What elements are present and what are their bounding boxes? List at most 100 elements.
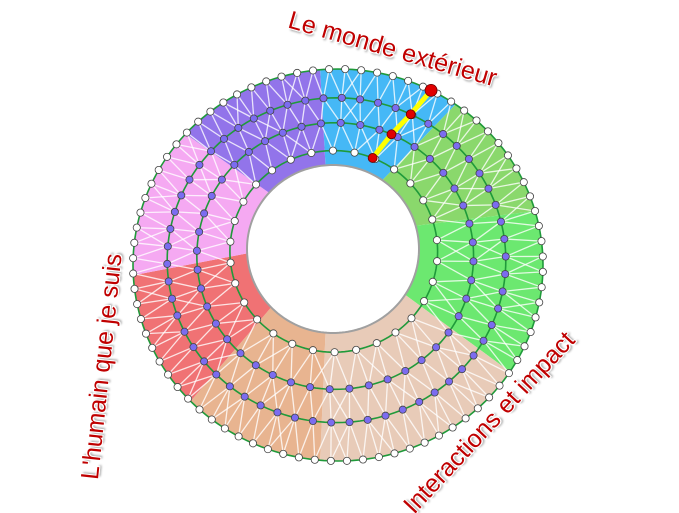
spoke-line bbox=[253, 118, 266, 142]
spoke-line bbox=[200, 282, 236, 290]
spoke-line bbox=[473, 354, 510, 374]
spoke-line bbox=[132, 245, 169, 259]
blue-node bbox=[297, 122, 306, 131]
blue-node bbox=[325, 385, 334, 394]
ring-line bbox=[229, 149, 439, 354]
spoke-line bbox=[348, 388, 369, 421]
spoke-line bbox=[504, 225, 540, 240]
blue-node bbox=[195, 227, 204, 236]
blue-node bbox=[166, 224, 175, 233]
spoke-line bbox=[210, 150, 235, 166]
spoke-line bbox=[320, 98, 325, 124]
spoke-line bbox=[290, 382, 296, 418]
blue-node bbox=[374, 98, 383, 107]
spoke-line bbox=[483, 340, 510, 374]
white-node bbox=[350, 148, 359, 157]
spoke-line bbox=[504, 255, 544, 275]
white-node bbox=[163, 152, 172, 161]
spoke-line bbox=[435, 346, 463, 370]
spoke-line bbox=[432, 281, 460, 317]
blue-node bbox=[212, 370, 221, 379]
spoke-line bbox=[495, 181, 525, 206]
spoke-line bbox=[166, 250, 198, 265]
spoke-line bbox=[304, 70, 314, 101]
spoke-line bbox=[145, 194, 182, 199]
spoke-line bbox=[378, 107, 397, 131]
spoke-line bbox=[133, 257, 168, 265]
blue-node bbox=[356, 120, 365, 129]
spoke-line bbox=[504, 273, 542, 288]
spoke-line bbox=[151, 315, 178, 349]
white-node bbox=[432, 236, 441, 245]
white-node bbox=[262, 77, 271, 86]
white-node bbox=[420, 438, 429, 447]
white-node bbox=[248, 439, 257, 448]
white-node bbox=[495, 381, 504, 390]
spoke-line bbox=[140, 298, 173, 320]
spoke-line bbox=[192, 323, 217, 348]
white-node bbox=[155, 357, 164, 366]
blue-node bbox=[185, 175, 194, 184]
spoke-line bbox=[368, 385, 387, 416]
white-node bbox=[358, 455, 367, 464]
spoke-line bbox=[471, 273, 506, 281]
white-node bbox=[483, 127, 492, 136]
spoke-line bbox=[491, 324, 518, 361]
spoke-line bbox=[167, 245, 198, 252]
white-node bbox=[220, 424, 229, 433]
spoke-line bbox=[221, 179, 244, 203]
spoke-line bbox=[431, 188, 456, 220]
spoke-line bbox=[203, 212, 235, 222]
spoke-line bbox=[458, 315, 492, 326]
blue-node bbox=[163, 242, 172, 251]
white-node bbox=[325, 65, 334, 74]
spoke-line bbox=[169, 228, 198, 252]
spoke-line bbox=[267, 412, 279, 450]
white-node bbox=[447, 97, 456, 106]
spoke-line bbox=[198, 231, 231, 243]
spoke-line bbox=[193, 338, 228, 348]
blue-node bbox=[244, 147, 253, 156]
spoke-line bbox=[140, 211, 175, 214]
spoke-line bbox=[322, 69, 330, 99]
spoke-line bbox=[210, 151, 223, 180]
blue-node bbox=[211, 319, 220, 328]
blue-node bbox=[450, 184, 459, 193]
spoke-line bbox=[330, 422, 348, 462]
spoke-line bbox=[174, 211, 205, 215]
spoke-line bbox=[276, 412, 284, 454]
spoke-line bbox=[136, 227, 169, 247]
spoke-line bbox=[376, 72, 379, 103]
spoke-line bbox=[314, 422, 332, 461]
spoke-line bbox=[468, 142, 499, 160]
spoke-line bbox=[233, 164, 257, 186]
white-node bbox=[330, 348, 339, 357]
white-node bbox=[182, 128, 191, 137]
spoke-line bbox=[504, 238, 542, 242]
white-node bbox=[263, 445, 272, 454]
spoke-line bbox=[479, 167, 517, 174]
blue-node bbox=[475, 169, 484, 178]
spoke-line bbox=[402, 409, 411, 449]
spoke-line bbox=[427, 101, 452, 125]
spoke-line bbox=[197, 121, 212, 152]
spoke-line bbox=[197, 262, 231, 271]
spoke-line bbox=[197, 269, 236, 284]
spoke-line bbox=[260, 374, 274, 406]
spoke-line bbox=[255, 333, 274, 366]
blue-node bbox=[454, 312, 463, 321]
spoke-line bbox=[355, 349, 389, 380]
white-node bbox=[472, 116, 481, 125]
spoke-line bbox=[282, 132, 312, 154]
spoke-line bbox=[472, 241, 507, 258]
blue-node bbox=[236, 349, 245, 358]
white-node bbox=[461, 414, 470, 423]
spoke-line bbox=[265, 81, 271, 111]
blue-node bbox=[375, 125, 384, 134]
spoke-line bbox=[404, 370, 436, 394]
spoke-line bbox=[312, 420, 316, 460]
white-node bbox=[129, 254, 138, 263]
white-node bbox=[374, 453, 383, 462]
white-node bbox=[357, 66, 366, 75]
spoke-line bbox=[473, 255, 506, 262]
